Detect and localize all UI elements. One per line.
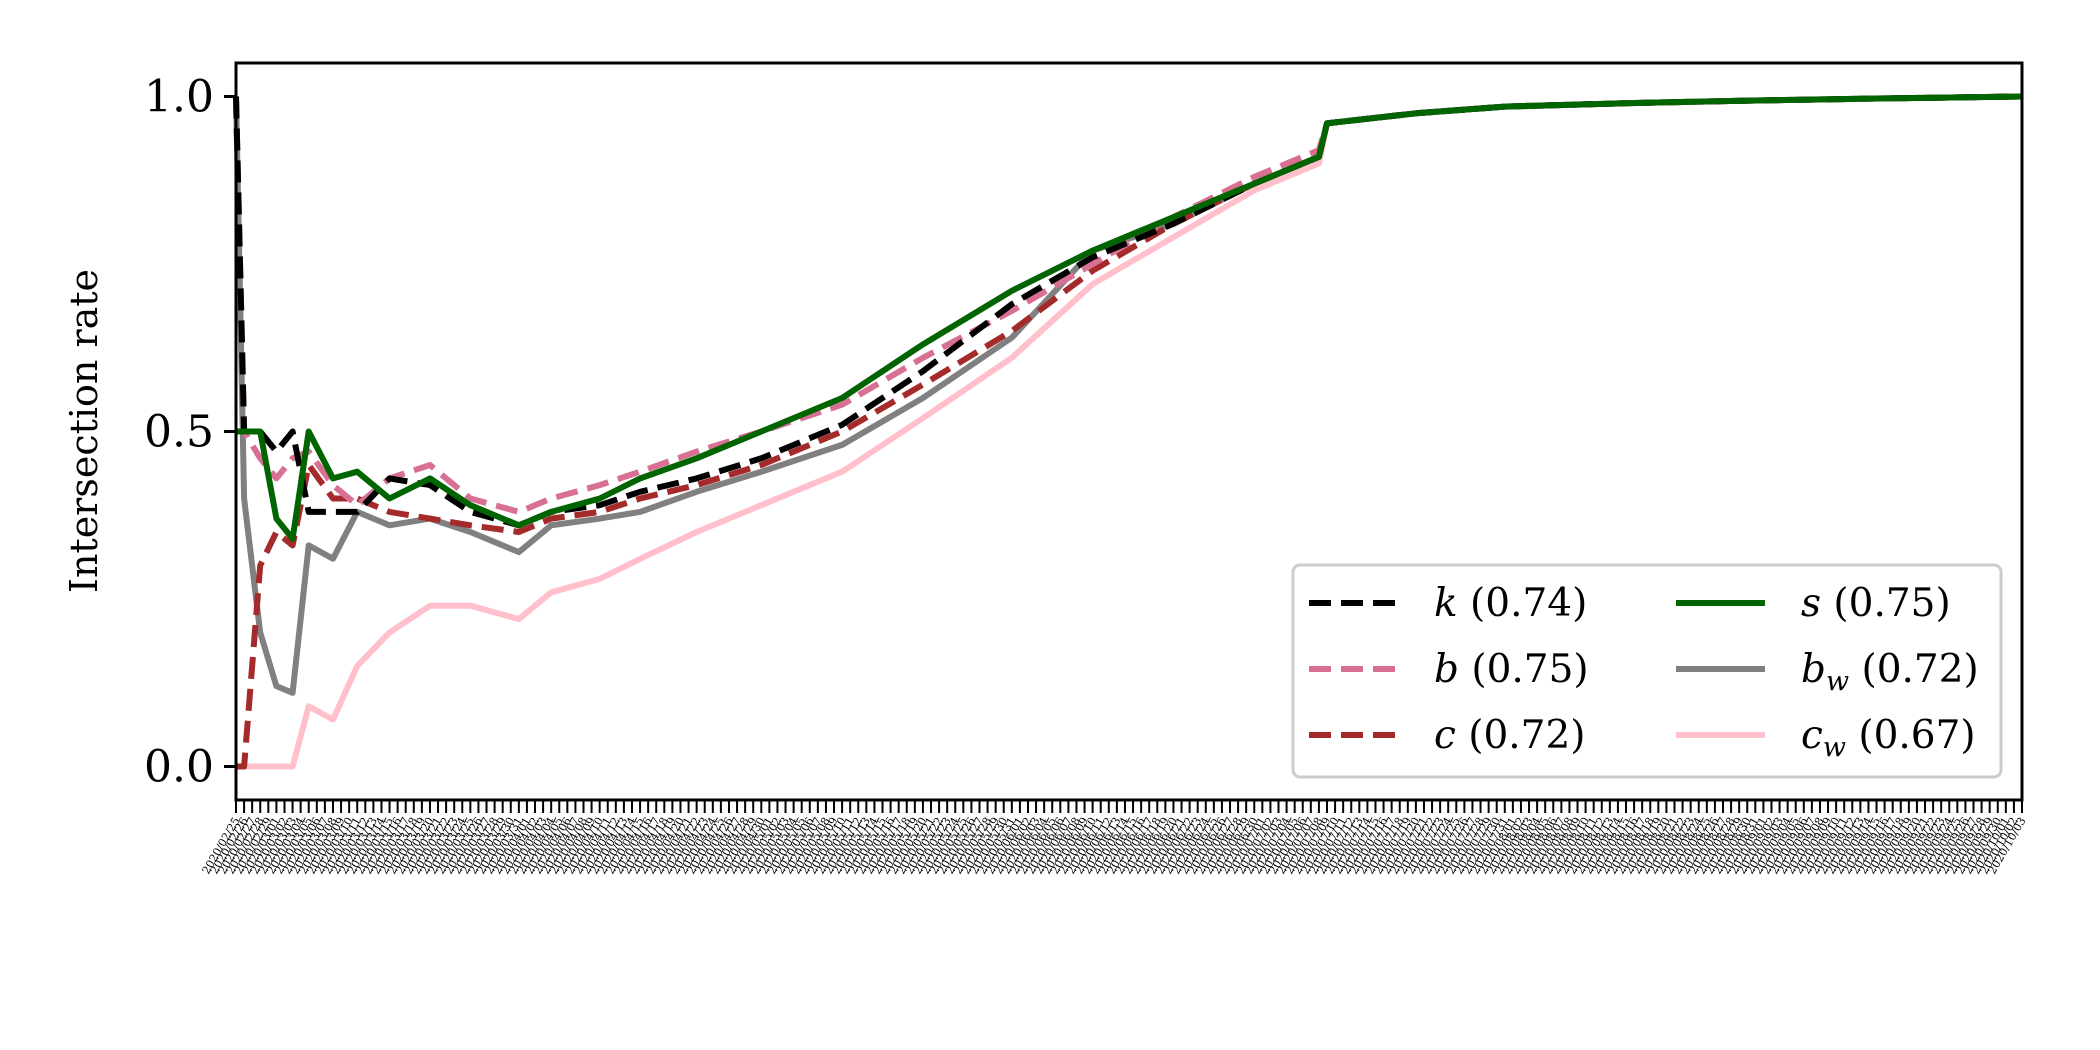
legend-label: k (0.74): [1434, 581, 1587, 626]
y-tick-label: 1.0: [144, 72, 214, 123]
y-tick-label: 0.5: [144, 407, 214, 458]
legend-box: [1291, 563, 2003, 779]
series-line-s: [236, 93, 2023, 542]
y-axis-label: Intersection rate: [62, 269, 106, 593]
plot-area: [233, 93, 2023, 770]
series-line-b: [233, 93, 2023, 515]
legend-label: b (0.75): [1434, 647, 1589, 692]
legend-label: s (0.75): [1801, 581, 1951, 626]
series-line-k: [233, 93, 2023, 529]
legend: k (0.74) b (0.75) c (0.72) s (0.75) bw (0.72…: [1291, 563, 2003, 779]
x-axis: 2020/02/252020/02/262020/02/272020/02/28…: [200, 800, 2029, 876]
y-axis: 0.0 0.5 1.0: [144, 72, 236, 793]
legend-label: bw (0.72): [1801, 647, 1979, 697]
legend-label: cw (0.67): [1801, 713, 1976, 763]
y-tick-label: 0.0: [144, 742, 214, 793]
legend-label: c (0.72): [1434, 713, 1586, 758]
